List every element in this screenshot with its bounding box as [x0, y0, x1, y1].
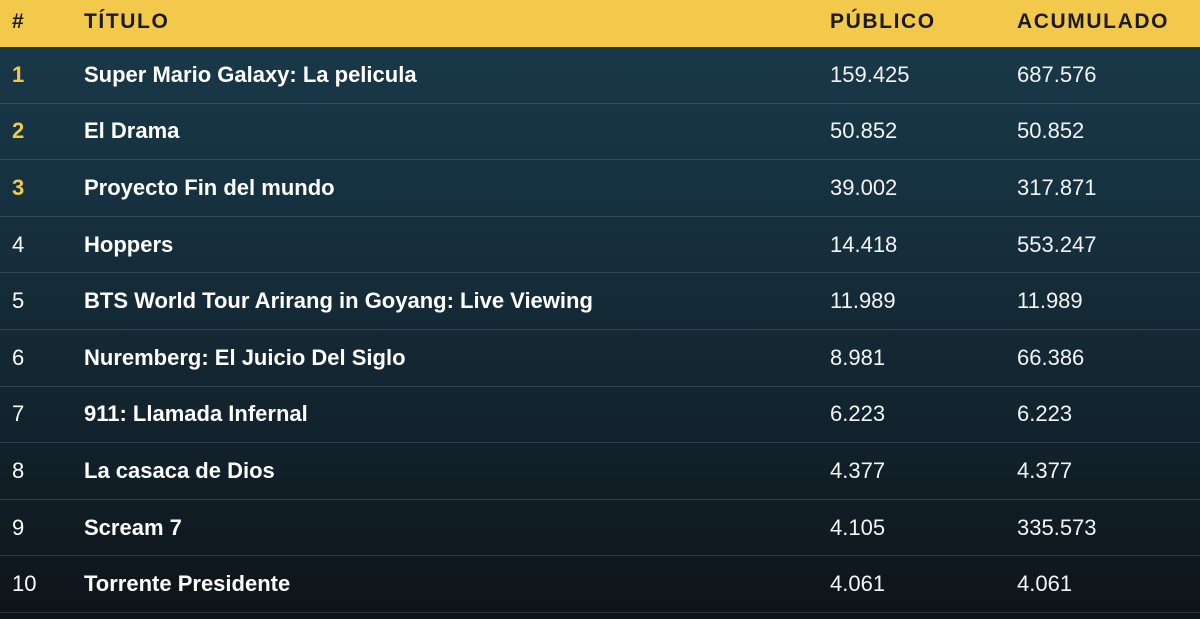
- total-cell: 553.247: [1017, 231, 1097, 257]
- total-cell: 687.576: [1017, 61, 1097, 87]
- total-cell: 6.223: [1017, 401, 1073, 427]
- public-cell: 4.061: [830, 571, 886, 597]
- total-cell: 11.989: [1017, 288, 1083, 314]
- title-cell: BTS World Tour Arirang in Goyang: Live V…: [84, 288, 593, 314]
- total-cell: 66.386: [1017, 344, 1085, 370]
- public-cell: 4.377: [830, 457, 886, 483]
- title-cell: Scream 7: [84, 514, 182, 540]
- public-cell: 11.989: [830, 288, 896, 314]
- rank-cell: 9: [12, 514, 25, 540]
- table-row: 9 Scream 7 4.105 335.573: [0, 500, 1200, 557]
- rank-cell: 5: [12, 288, 25, 314]
- title-cell: Nuremberg: El Juicio Del Siglo: [84, 344, 406, 370]
- title-cell: Torrente Presidente: [84, 571, 291, 597]
- public-cell: 159.425: [830, 61, 910, 87]
- title-cell: El Drama: [84, 118, 180, 144]
- title-cell: Proyecto Fin del mundo: [84, 174, 335, 200]
- table-row: 6 Nuremberg: El Juicio Del Siglo 8.981 6…: [0, 330, 1200, 387]
- title-cell: Super Mario Galaxy: La pelicula: [84, 61, 417, 87]
- title-cell: La casaca de Dios: [84, 457, 275, 483]
- total-cell: 335.573: [1017, 514, 1097, 540]
- rank-cell: 8: [12, 457, 25, 483]
- public-cell: 39.002: [830, 174, 898, 200]
- public-cell: 14.418: [830, 231, 898, 257]
- rank-cell: 6: [12, 344, 25, 370]
- table-row: 1 Super Mario Galaxy: La pelicula 159.42…: [0, 47, 1200, 104]
- total-cell: 4.061: [1017, 571, 1073, 597]
- public-cell: 6.223: [830, 401, 886, 427]
- total-cell: 4.377: [1017, 457, 1073, 483]
- rank-cell: 2: [12, 118, 25, 144]
- table-row: 4 Hoppers 14.418 553.247: [0, 217, 1200, 274]
- rank-cell: 4: [12, 231, 25, 257]
- header-rank: #: [12, 10, 26, 33]
- rank-cell: 10: [12, 571, 37, 597]
- public-cell: 50.852: [830, 118, 898, 144]
- table-row: 3 Proyecto Fin del mundo 39.002 317.871: [0, 160, 1200, 217]
- title-cell: 911: Llamada Infernal: [84, 401, 308, 427]
- rank-cell: 3: [12, 174, 25, 200]
- table-row: 7 911: Llamada Infernal 6.223 6.223: [0, 387, 1200, 444]
- public-cell: 8.981: [830, 344, 886, 370]
- rank-cell: 7: [12, 401, 25, 427]
- total-cell: 317.871: [1017, 174, 1097, 200]
- table-row: 8 La casaca de Dios 4.377 4.377: [0, 443, 1200, 500]
- header-total: ACUMULADO: [1017, 10, 1170, 33]
- table-row: 2 El Drama 50.852 50.852: [0, 104, 1200, 161]
- table-row: 5 BTS World Tour Arirang in Goyang: Live…: [0, 273, 1200, 330]
- rank-cell: 1: [12, 61, 25, 87]
- table-row: 10 Torrente Presidente 4.061 4.061: [0, 556, 1200, 613]
- title-cell: Hoppers: [84, 231, 174, 257]
- header-title: TÍTULO: [84, 10, 170, 33]
- header-public: PÚBLICO: [830, 10, 936, 33]
- table-header: # TÍTULO PÚBLICO ACUMULADO: [0, 0, 1200, 47]
- total-cell: 50.852: [1017, 118, 1085, 144]
- public-cell: 4.105: [830, 514, 886, 540]
